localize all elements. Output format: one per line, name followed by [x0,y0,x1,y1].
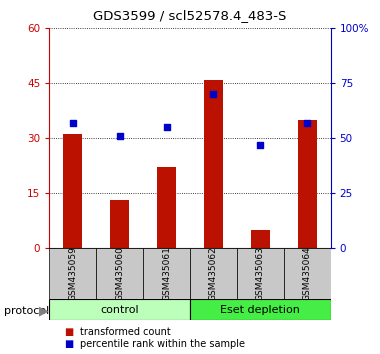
Text: GSM435060: GSM435060 [115,246,124,301]
Text: protocol: protocol [4,306,49,316]
Text: GDS3599 / scl52578.4_483-S: GDS3599 / scl52578.4_483-S [93,9,287,22]
Text: control: control [100,305,139,315]
Bar [251,229,270,248]
Text: GSM435063: GSM435063 [256,246,265,301]
Text: ■: ■ [65,339,74,349]
Bar [298,120,317,248]
Bar [204,80,223,248]
Text: GSM435062: GSM435062 [209,246,218,301]
Bar [190,248,237,299]
Bar [49,248,96,299]
Point [257,142,263,148]
Text: ■: ■ [65,327,74,337]
Bar [110,200,129,248]
Bar [63,135,82,248]
Text: GSM435064: GSM435064 [302,246,312,301]
Point [163,124,169,130]
Text: ▶: ▶ [39,304,49,317]
Bar [143,248,190,299]
Text: GSM435059: GSM435059 [68,246,78,301]
Bar [96,248,143,299]
Text: percentile rank within the sample: percentile rank within the sample [80,339,245,349]
Bar [190,299,331,320]
Text: GSM435061: GSM435061 [162,246,171,301]
Bar [49,299,190,320]
Point [211,91,217,97]
Bar [237,248,284,299]
Point [304,120,310,126]
Point [70,120,76,126]
Bar [284,248,331,299]
Text: transformed count: transformed count [80,327,171,337]
Text: Eset depletion: Eset depletion [220,305,300,315]
Point [117,133,123,139]
Bar [157,167,176,248]
